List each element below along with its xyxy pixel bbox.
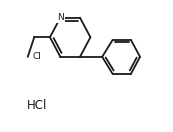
Text: Cl: Cl — [33, 52, 42, 61]
Text: HCl: HCl — [26, 99, 47, 112]
Text: N: N — [57, 13, 64, 22]
